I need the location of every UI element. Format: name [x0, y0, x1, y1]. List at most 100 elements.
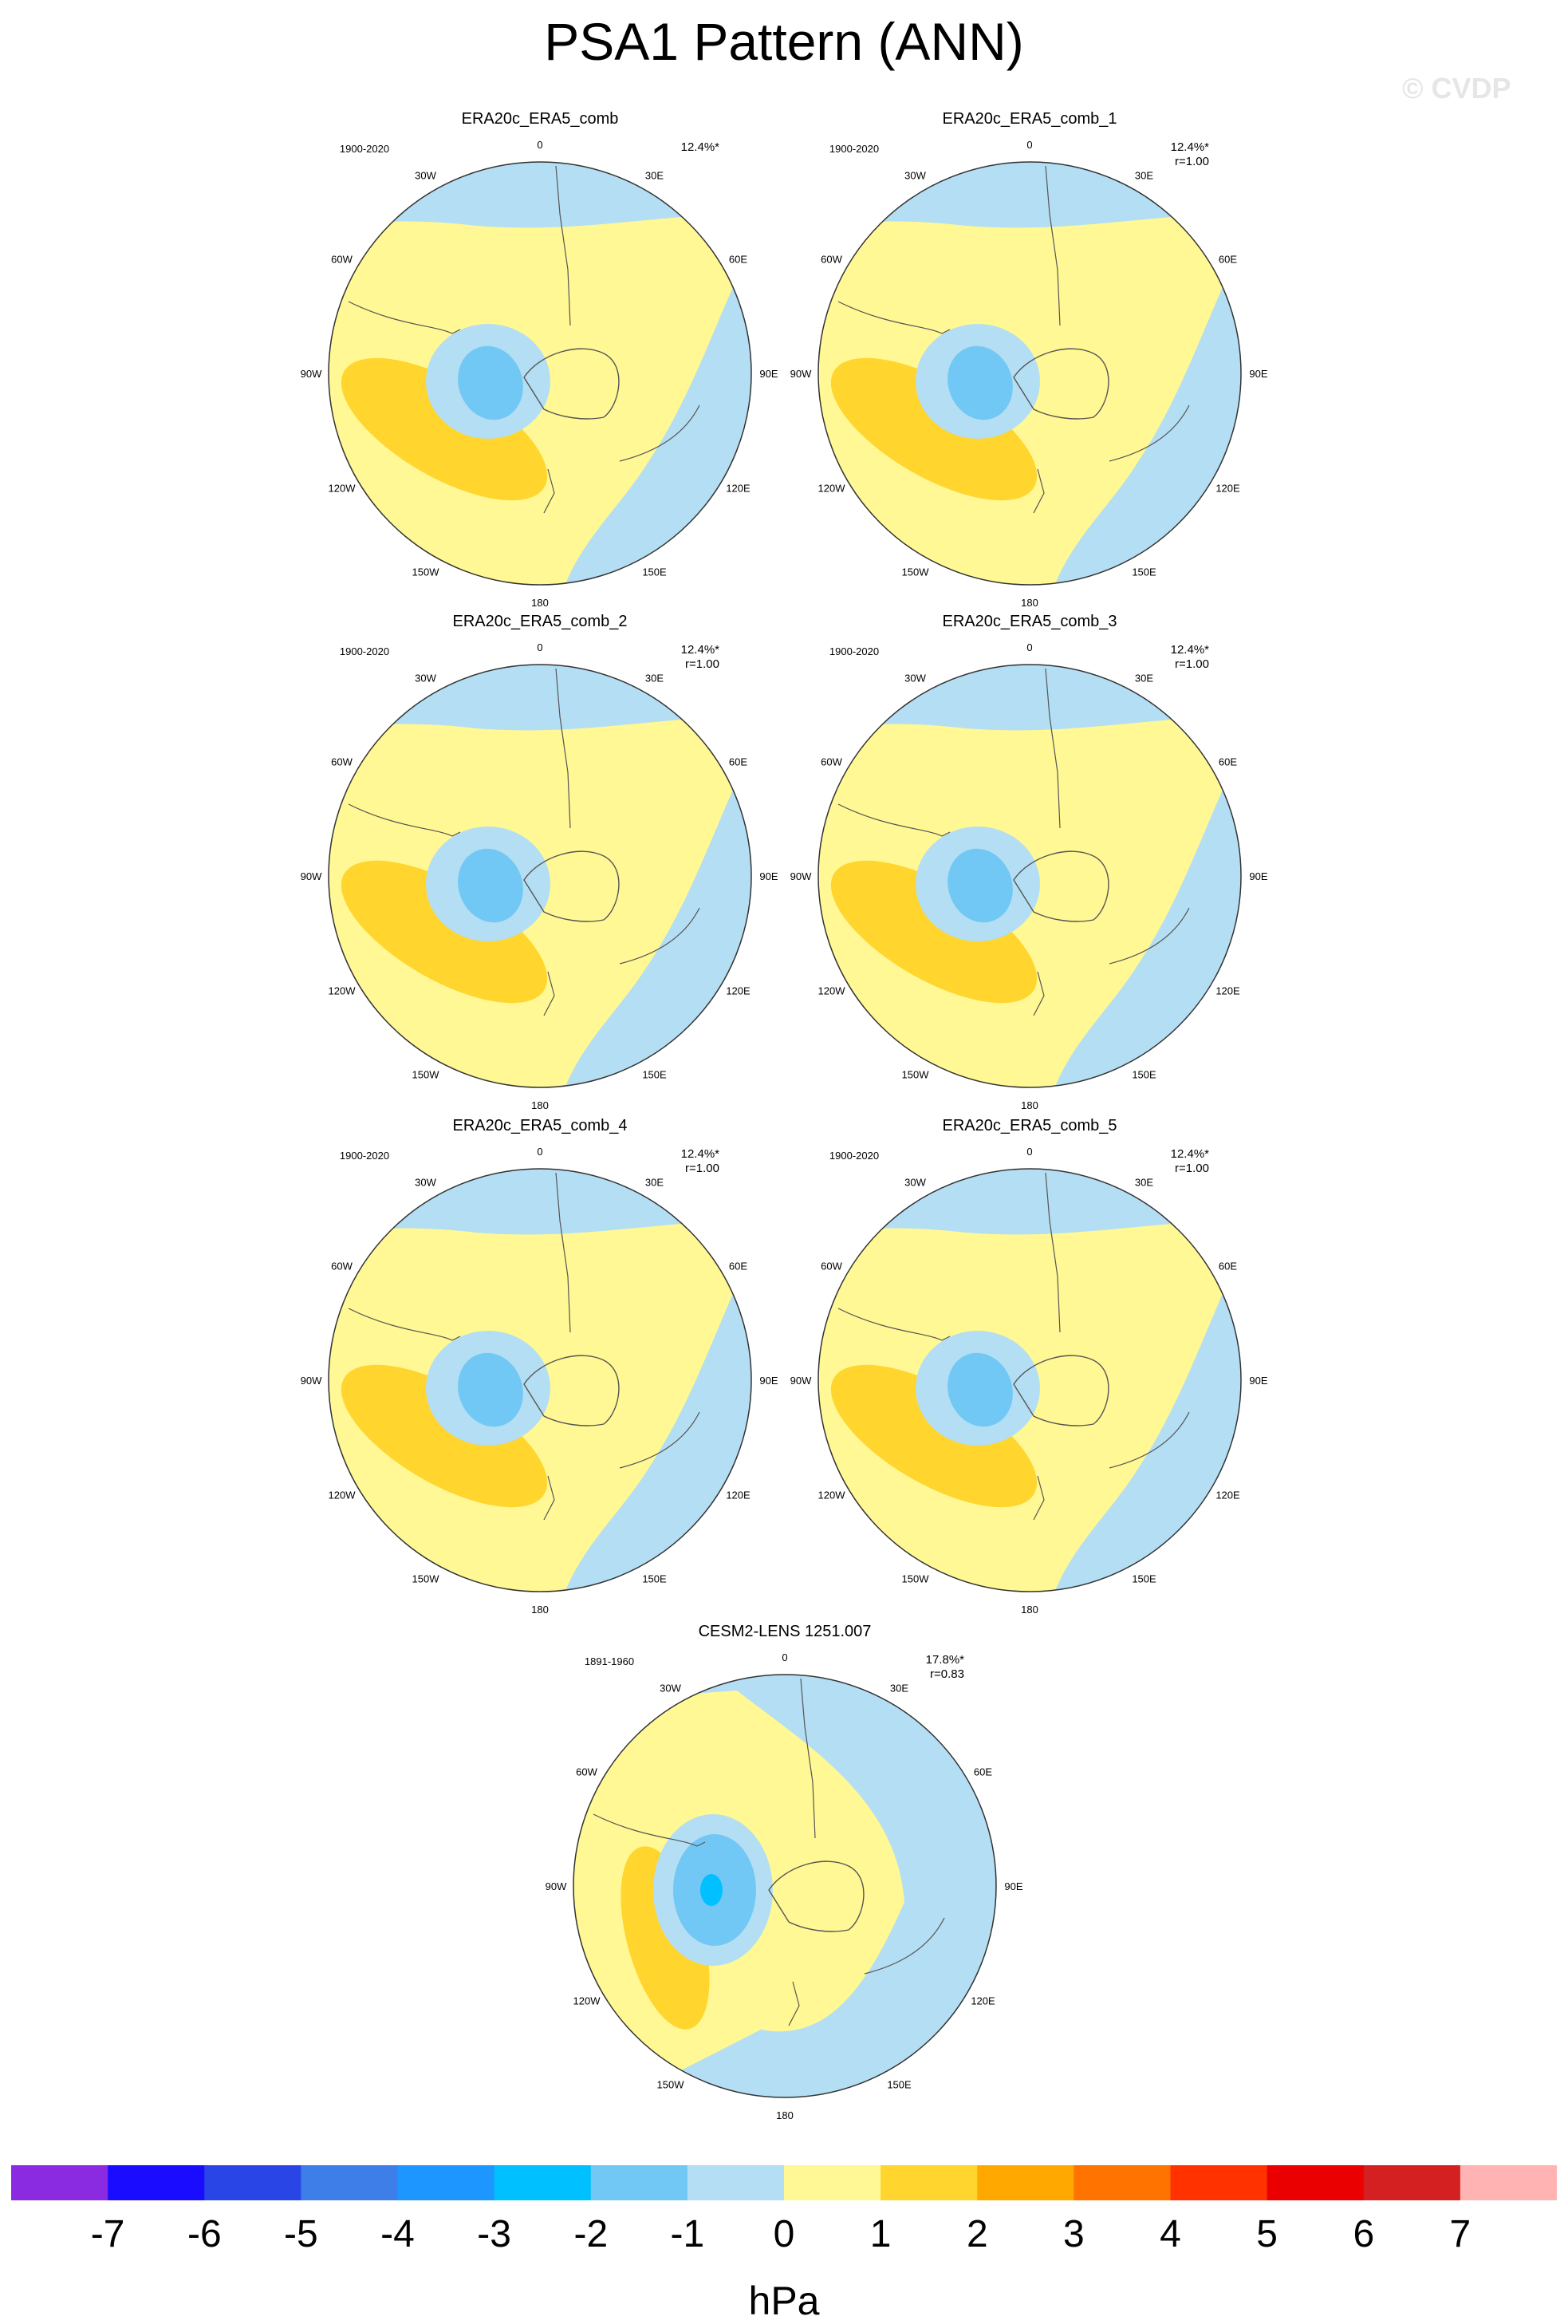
anomaly-trough	[947, 345, 1013, 420]
longitude-label: 60E	[974, 1766, 992, 1778]
anomaly-peak-positive	[341, 357, 548, 501]
longitude-label: 90W	[301, 1375, 322, 1387]
panel-period: 1900-2020	[340, 1150, 389, 1162]
panel-title: ERA20c_ERA5_comb_1	[942, 110, 1117, 128]
anomaly-peak-positive	[341, 1364, 548, 1508]
longitude-label: 60E	[1219, 756, 1237, 768]
longitude-label: 60W	[821, 756, 842, 768]
map-field	[329, 665, 751, 1087]
longitude-label: 60W	[821, 254, 842, 266]
longitude-label: 60W	[331, 756, 353, 768]
panel-title: ERA20c_ERA5_comb_4	[452, 1117, 627, 1134]
coastline-islands	[1033, 468, 1045, 514]
coastline-northwest	[800, 1678, 816, 1839]
panel-title: ERA20c_ERA5_comb_5	[942, 1117, 1117, 1134]
anomaly-peak-positive	[830, 860, 1038, 1004]
panel-period: 1900-2020	[340, 143, 389, 155]
longitude-label: 180	[531, 1604, 549, 1616]
longitude-label: 0	[1026, 139, 1032, 151]
map-panel: 0 30E 60E 90E 120E 150E 180 150W 120W 90W 60W 30W ER…	[301, 613, 778, 1111]
anomaly-trough-center	[700, 1874, 723, 1906]
panel-period: 1900-2020	[340, 645, 389, 657]
panel-correlation: r=1.00	[685, 1162, 719, 1175]
map-field	[818, 665, 1241, 1087]
panel-variance: 12.4%*	[1171, 140, 1210, 154]
longitude-label: 60W	[331, 254, 353, 266]
longitude-label: 90E	[1004, 1880, 1022, 1892]
longitude-label: 120E	[726, 1489, 751, 1501]
coastline-antarctica	[768, 1860, 865, 1932]
longitude-label: 30E	[1135, 170, 1153, 182]
colorbar-bin	[204, 2165, 301, 2200]
longitude-label: 90E	[759, 870, 778, 882]
colorbar-tick-label: -4	[380, 2213, 415, 2255]
longitude-label: 90E	[1249, 1375, 1267, 1387]
longitude-label: 120W	[329, 985, 357, 997]
map-outline	[817, 664, 1242, 1088]
longitude-label: 180	[776, 2109, 794, 2121]
longitude-label: 120W	[329, 1489, 357, 1501]
colorbar-tick-label: 3	[1063, 2213, 1085, 2255]
coastline-islands	[788, 1981, 800, 2026]
anomaly-trough	[947, 1352, 1013, 1427]
longitude-label: 30W	[904, 170, 926, 182]
coastline-northwest	[1045, 1172, 1061, 1333]
anomaly-negative-north	[818, 162, 1241, 230]
coastline-antarctica	[523, 1355, 620, 1426]
map-panel: 0 30E 60E 90E 120E 150E 180 150W 120W 90W 60W 30W ER…	[790, 1117, 1268, 1616]
colorbar-tick-label: 1	[870, 2213, 892, 2255]
map-field	[818, 162, 1241, 585]
longitude-label: 60W	[576, 1766, 597, 1778]
panel-variance: 17.8%*	[926, 1653, 965, 1667]
coastline-southeast	[619, 404, 700, 462]
panel-correlation: r=1.00	[1175, 657, 1209, 671]
map-field	[573, 1675, 996, 2097]
colorbar-bin	[1074, 2165, 1172, 2200]
map-field	[329, 162, 751, 585]
longitude-label: 150W	[657, 2079, 685, 2091]
colorbar-bin	[108, 2165, 205, 2200]
panel-variance: 12.4%*	[681, 140, 720, 154]
colorbar-tick-label: 2	[967, 2213, 988, 2255]
panel-title: ERA20c_ERA5_comb_3	[942, 613, 1117, 630]
panel-title: ERA20c_ERA5_comb_2	[452, 613, 627, 630]
map-panels: 0 30E 60E 90E 120E 150E 180 150W 120W 90W 60W 30W ER…	[301, 110, 1268, 2121]
longitude-label: 180	[1021, 597, 1038, 609]
longitude-label: 120W	[818, 985, 846, 997]
colorbar-tick-label: 4	[1160, 2213, 1181, 2255]
longitude-label: 60W	[821, 1261, 842, 1272]
coastline-west	[348, 803, 461, 837]
coastline-west	[593, 1813, 706, 1847]
longitude-label: 30E	[645, 170, 664, 182]
coastline-southeast	[864, 1917, 945, 1975]
colorbar-tick-label: -5	[284, 2213, 318, 2255]
longitude-label: 90W	[790, 368, 812, 380]
longitude-label: 90E	[1249, 368, 1267, 380]
coastline-west	[348, 301, 461, 334]
map-panel: 0 30E 60E 90E 120E 150E 180 150W 120W 90W 60W 30W ER…	[301, 1117, 778, 1616]
longitude-label: 150W	[902, 566, 930, 578]
longitude-label: 60E	[1219, 254, 1237, 266]
coastline-southeast	[619, 907, 700, 965]
longitude-label: 30W	[660, 1683, 681, 1695]
colorbar-bin	[687, 2165, 785, 2200]
panel-variance: 12.4%*	[1171, 1147, 1210, 1161]
panel-title: CESM2-LENS 1251.007	[699, 1623, 872, 1640]
panel-correlation: r=0.83	[930, 1667, 964, 1681]
colorbar-bin	[301, 2165, 399, 2200]
map-outline	[328, 664, 752, 1088]
longitude-label: 60E	[1219, 1261, 1237, 1272]
coastline-islands	[1033, 971, 1045, 1016]
colorbar-units: hPa	[748, 2279, 820, 2323]
longitude-label: 180	[1021, 1099, 1038, 1111]
coastline-antarctica	[1013, 1355, 1109, 1426]
colorbar-tick-label: -2	[573, 2213, 608, 2255]
longitude-label: 30E	[1135, 673, 1153, 685]
coastline-antarctica	[1013, 348, 1109, 420]
panel-variance: 12.4%*	[681, 643, 720, 657]
longitude-label: 30E	[645, 673, 664, 685]
longitude-label: 120E	[1215, 985, 1240, 997]
longitude-label: 150E	[1132, 1573, 1156, 1585]
colorbar-tick-label: 7	[1450, 2213, 1471, 2255]
colorbar-bin	[1363, 2165, 1461, 2200]
